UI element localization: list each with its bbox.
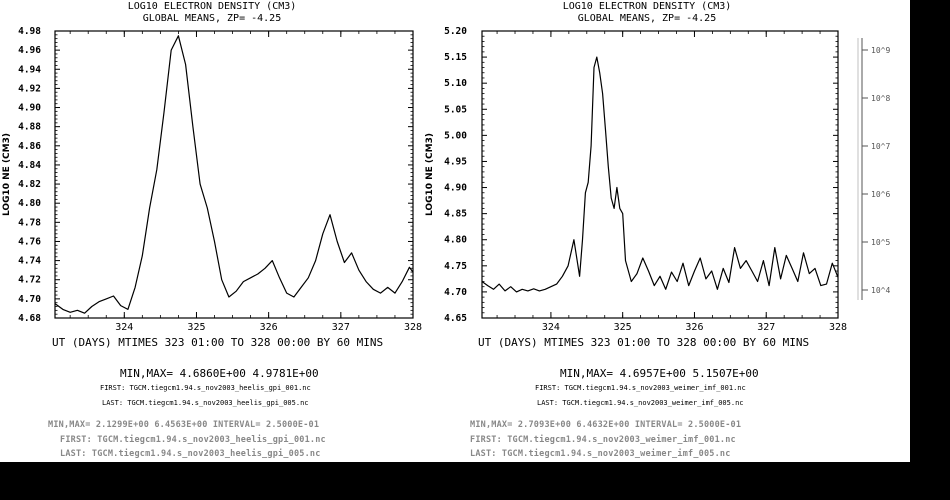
left-x-tick-label: 324: [115, 322, 133, 333]
right-y-tick-label: 4.80: [444, 235, 467, 246]
scale-bar-label: 10^9: [871, 46, 890, 55]
left-x-tick-label: 328: [404, 322, 422, 333]
left-y-tick-label: 4.84: [18, 160, 41, 171]
left-y-axis-label: LOG10 NE (CM3): [2, 133, 12, 216]
left-y-tick-label: 4.86: [18, 141, 41, 152]
scale-bar-label: 10^8: [871, 94, 890, 103]
right-first-file: FIRST: TGCM.tiegcm1.94.s_nov2003_weimer_…: [535, 384, 746, 392]
left-chart-subtitle: GLOBAL MEANS, ZP= -4.25: [142, 13, 282, 24]
right-y-tick-label: 4.70: [444, 287, 467, 298]
left-x-tick-label: 327: [332, 322, 350, 333]
right-y-tick-label: 4.75: [444, 261, 467, 272]
right-x-axis-label: UT (DAYS) MTIMES 323 01:00 TO 328 00:00 …: [478, 336, 810, 349]
left-x-axis-label: UT (DAYS) MTIMES 323 01:00 TO 328 00:00 …: [52, 336, 384, 349]
left-plot: 4.68 4.70 4.72 4.74 4.76 4.78 4.80 4.82 4.84 4.86…: [2, 26, 422, 333]
scale-bar-label: 10^7: [871, 142, 890, 151]
scale-bar-label: 10^4: [871, 286, 890, 295]
right-x-tick-label: 326: [685, 322, 703, 333]
right-x-tick-label: 324: [542, 322, 560, 333]
right-y-tick-label: 5.10: [444, 78, 467, 89]
left-ghost-last: LAST: TGCM.tiegcm1.94.s_nov2003_heelis_g…: [60, 449, 321, 459]
right-x-tick-label: 328: [829, 322, 847, 333]
right-minmax: MIN,MAX= 4.6957E+00 5.1507E+00: [560, 367, 759, 380]
right-chart-subtitle: GLOBAL MEANS, ZP= -4.25: [577, 13, 717, 24]
left-y-tick-label: 4.94: [18, 64, 41, 75]
right-y-axis-label: LOG10 NE (CM3): [425, 133, 435, 216]
left-y-tick-label: 4.80: [18, 198, 41, 209]
right-plot: 4.65 4.70 4.75 4.80 4.85 4.90 4.95 5.00 5.05 5.10…: [425, 26, 847, 333]
left-chart-title: LOG10 ELECTRON DENSITY (CM3): [127, 1, 297, 12]
scale-bar-label: 10^5: [871, 238, 890, 247]
right-y-tick-label: 5.15: [444, 52, 467, 63]
left-y-tick-label: 4.82: [18, 179, 41, 190]
left-ghost-minmax: MIN,MAX= 2.1299E+00 6.4563E+00 INTERVAL=…: [48, 420, 320, 430]
right-black-strip: [910, 0, 950, 462]
left-x-tick-label: 326: [260, 322, 278, 333]
left-first-file: FIRST: TGCM.tiegcm1.94.s_nov2003_heelis_…: [100, 384, 311, 392]
right-last-file: LAST: TGCM.tiegcm1.94.s_nov2003_weimer_i…: [537, 399, 744, 407]
right-y-tick-label: 4.65: [444, 313, 467, 324]
left-y-tick-label: 4.70: [18, 294, 41, 305]
right-x-tick-label: 327: [757, 322, 775, 333]
right-ghost-first: FIRST: TGCM.tiegcm1.94.s_nov2003_weimer_…: [470, 435, 736, 445]
left-y-tick-label: 4.74: [18, 256, 41, 267]
left-y-tick-label: 4.68: [18, 313, 41, 324]
left-x-tick-label: 325: [187, 322, 205, 333]
scale-bar-label: 10^6: [871, 190, 890, 199]
left-y-tick-label: 4.92: [18, 83, 41, 94]
left-last-file: LAST: TGCM.tiegcm1.94.s_nov2003_heelis_g…: [102, 399, 309, 407]
right-x-tick-label: 325: [614, 322, 632, 333]
right-y-tick-label: 5.20: [444, 26, 467, 37]
bottom-black-bar: [0, 462, 950, 500]
right-y-tick-label: 4.95: [444, 156, 467, 167]
right-y-tick-label: 4.85: [444, 209, 467, 220]
scale-bar: 10^9 10^8 10^7 10^6 10^5 10^4: [857, 38, 890, 300]
right-ghost-last: LAST: TGCM.tiegcm1.94.s_nov2003_weimer_i…: [470, 449, 731, 459]
right-y-tick-label: 5.00: [444, 130, 467, 141]
right-ghost-minmax: MIN,MAX= 2.7093E+00 6.4632E+00 INTERVAL=…: [470, 420, 742, 430]
left-y-tick-label: 4.78: [18, 217, 41, 228]
left-y-tick-label: 4.72: [18, 275, 41, 286]
left-ghost-first: FIRST: TGCM.tiegcm1.94.s_nov2003_heelis_…: [60, 435, 326, 445]
right-plot-frame: [481, 30, 839, 319]
left-y-tick-label: 4.90: [18, 103, 41, 114]
left-plot-frame: [54, 30, 414, 319]
right-y-tick-label: 5.05: [444, 104, 467, 115]
left-minmax: MIN,MAX= 4.6860E+00 4.9781E+00: [120, 367, 319, 380]
right-chart-title: LOG10 ELECTRON DENSITY (CM3): [562, 1, 732, 12]
left-y-tick-label: 4.88: [18, 122, 41, 133]
left-y-tick-label: 4.98: [18, 26, 41, 37]
right-series-line: [481, 56, 839, 293]
left-y-tick-label: 4.96: [18, 45, 41, 56]
right-y-tick-label: 4.90: [444, 183, 467, 194]
left-y-tick-label: 4.76: [18, 236, 41, 247]
left-series-line: [54, 35, 414, 314]
